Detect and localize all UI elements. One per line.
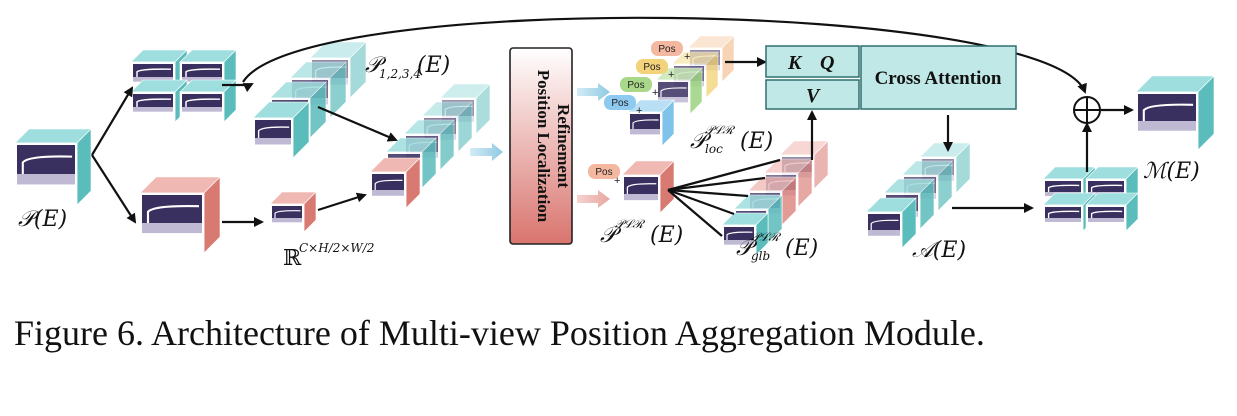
arrow-skip-connection bbox=[242, 16, 1087, 94]
svg-text:(E): (E) bbox=[650, 223, 683, 248]
cross-attention-label: Cross Attention bbox=[875, 68, 1002, 89]
svg-text:ℝ: ℝ bbox=[283, 246, 302, 271]
svg-text:(E): (E) bbox=[417, 53, 450, 78]
pos-tag-1: Pos + bbox=[651, 41, 690, 63]
cube-view-1 bbox=[252, 101, 310, 159]
svg-text:+: + bbox=[668, 69, 674, 81]
fan-line-4 bbox=[667, 188, 735, 216]
cube-small bbox=[269, 191, 317, 233]
v-label: V bbox=[806, 85, 821, 107]
cube-stack-1 bbox=[369, 157, 421, 209]
svg-text:+: + bbox=[614, 175, 620, 187]
label-downsampled: ℝ C×H/2×W/2 bbox=[283, 241, 374, 271]
svg-text:Pos: Pos bbox=[595, 167, 612, 178]
pos-tags: Pos+Pos+Pos+Pos+Pos+ bbox=[588, 41, 690, 187]
label-p-glb: 𝒫 𝒫ℒℛ glb (E) bbox=[736, 230, 818, 263]
plr-label-line2: Refinement bbox=[554, 104, 573, 188]
cube-merge-br bbox=[1085, 192, 1139, 232]
arrow-input-to-downsample bbox=[91, 154, 137, 224]
cube-input bbox=[14, 128, 92, 206]
cube-output bbox=[1135, 75, 1215, 151]
svg-text:Pos: Pos bbox=[611, 98, 628, 109]
arrow-split-to-views bbox=[222, 83, 254, 93]
label-attention-out: 𝒜(E) bbox=[912, 238, 966, 263]
block-arrow-plr-to-plrcube bbox=[577, 190, 610, 208]
block-arrow-to-plr bbox=[470, 143, 503, 161]
label-p-plr: 𝒫 𝒫ℒℛ (E) bbox=[600, 217, 683, 248]
svg-text:1,2,3,4: 1,2,3,4 bbox=[379, 67, 421, 81]
pos-tag-4: Pos + bbox=[604, 95, 642, 117]
svg-text:Pos: Pos bbox=[627, 80, 644, 91]
fan-line-5 bbox=[667, 189, 723, 237]
label-merged-out: ℳ(E) bbox=[1143, 159, 1200, 184]
label-p-loc: 𝒫 𝒫ℒℛ loc (E) bbox=[690, 123, 773, 156]
figure-caption: Figure 6. Architecture of Multi-view Pos… bbox=[14, 313, 985, 353]
pos-tag-2: Pos + bbox=[636, 59, 674, 81]
cube-split-bl bbox=[130, 79, 188, 123]
svg-text:loc: loc bbox=[705, 142, 723, 156]
cube-merge-bl bbox=[1042, 192, 1096, 232]
svg-text:(E): (E) bbox=[785, 236, 818, 261]
k-label: K bbox=[787, 52, 803, 74]
fan-line-3 bbox=[667, 188, 749, 198]
svg-text:𝒫ℒℛ: 𝒫ℒℛ bbox=[751, 230, 781, 244]
cube-downsample bbox=[139, 176, 221, 254]
plr-label-line1: Position Localization bbox=[534, 70, 553, 223]
pos-tag-plr: Pos+ bbox=[588, 164, 620, 187]
label-input: 𝒫(E) bbox=[18, 207, 67, 232]
pos-tag-3: Pos + bbox=[620, 77, 658, 99]
fan-line-1 bbox=[667, 158, 781, 192]
flow-arrows bbox=[91, 16, 1134, 237]
cube-split-br bbox=[179, 79, 237, 123]
cube-plr bbox=[621, 160, 675, 214]
attention-boxes: K Q V Cross Attention bbox=[765, 45, 1017, 110]
svg-text:+: + bbox=[684, 51, 690, 63]
plr-block: Position Localization Refinement bbox=[509, 47, 573, 245]
cube-glb-1 bbox=[721, 212, 769, 256]
feature-cubes bbox=[14, 35, 1215, 256]
fan-line-2 bbox=[667, 176, 766, 192]
svg-text:(E): (E) bbox=[740, 129, 773, 154]
arrow-input-to-split bbox=[91, 86, 134, 156]
cube-attn-1 bbox=[865, 197, 917, 249]
cube-loc-1 bbox=[627, 99, 675, 147]
svg-text:𝒫ℒℛ: 𝒫ℒℛ bbox=[615, 217, 645, 231]
arrow-views-to-stack bbox=[317, 105, 398, 142]
label-multi-view: 𝒫 1,2,3,4 (E) bbox=[365, 53, 450, 81]
svg-text:C×H/2×W/2: C×H/2×W/2 bbox=[299, 241, 374, 255]
svg-text:+: + bbox=[652, 87, 658, 99]
svg-text:glb: glb bbox=[751, 249, 770, 263]
block-arrow-plr-to-loc bbox=[577, 83, 610, 101]
arrow-small-to-stack bbox=[317, 192, 367, 212]
architecture-diagram: Position Localization Refinement K Q V C… bbox=[14, 16, 1215, 271]
q-label: Q bbox=[820, 52, 834, 74]
sum-node bbox=[1073, 96, 1101, 124]
svg-text:Pos: Pos bbox=[643, 62, 660, 73]
svg-text:+: + bbox=[636, 105, 642, 117]
svg-text:Pos: Pos bbox=[658, 44, 675, 55]
svg-text:𝒫ℒℛ: 𝒫ℒℛ bbox=[705, 123, 735, 137]
